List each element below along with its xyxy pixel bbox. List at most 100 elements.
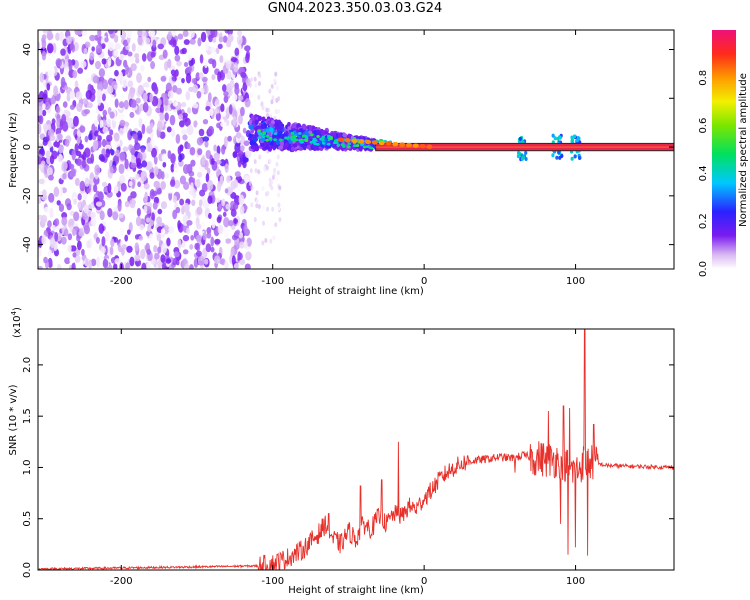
spectrogram-cell bbox=[340, 143, 345, 147]
spectrogram-cell bbox=[118, 212, 124, 219]
spectrogram-cell bbox=[236, 30, 243, 36]
spectrogram-cell bbox=[80, 60, 87, 68]
spectrogram-cell bbox=[182, 249, 189, 255]
spectrogram-cell bbox=[130, 99, 137, 108]
spectrogram-cell bbox=[131, 178, 136, 190]
spectrogram-cell bbox=[254, 119, 259, 125]
spectrogram-cell bbox=[47, 220, 52, 228]
spectrogram-cell bbox=[243, 156, 249, 163]
spectrogram-cell bbox=[76, 102, 83, 112]
spectrogram-cell bbox=[189, 38, 196, 45]
spectrogram-cell bbox=[152, 39, 157, 48]
spectrogram-cell bbox=[174, 45, 180, 56]
spectrogram-cell bbox=[230, 208, 237, 217]
spectrogram-cell bbox=[42, 109, 47, 117]
colorbar-gradient bbox=[712, 30, 736, 269]
spectrogram-cell bbox=[273, 132, 278, 136]
spectrogram-cell bbox=[219, 175, 224, 186]
snr-y-tick-label: 2.0 bbox=[22, 357, 33, 373]
spectrogram-cell bbox=[257, 136, 261, 140]
spectrogram-cell bbox=[86, 102, 93, 109]
spectrogram-cell bbox=[109, 111, 115, 119]
spectrogram-cell bbox=[221, 111, 227, 117]
spectrogram-cell bbox=[243, 140, 250, 147]
spectrogram-cell bbox=[131, 42, 136, 52]
spectrogram-cell bbox=[161, 242, 168, 254]
spectral-band-blob bbox=[378, 140, 385, 146]
spectrogram-cell bbox=[206, 227, 212, 235]
colorbar-tick-label: 0.8 bbox=[698, 70, 709, 86]
spectrogram-cell bbox=[226, 186, 232, 196]
spectrogram-cell bbox=[69, 104, 75, 110]
spectrogram-cell bbox=[56, 263, 62, 269]
spectrogram-cell bbox=[186, 66, 193, 72]
spectrogram-cell bbox=[90, 258, 97, 267]
spectrogram-cell bbox=[245, 53, 250, 64]
snr-multiplier: (x104) bbox=[10, 307, 23, 338]
spectrogram-cell bbox=[333, 141, 337, 145]
spectrogram-cell bbox=[172, 195, 177, 203]
spectrogram-cell bbox=[167, 150, 172, 159]
spectrogram-cell bbox=[170, 69, 176, 76]
spectrogram-cell bbox=[119, 227, 124, 237]
spectrogram-cell bbox=[153, 166, 159, 176]
spectrogram-cell bbox=[113, 132, 120, 142]
spectrogram-cell bbox=[88, 203, 94, 209]
spectrogram-cell bbox=[257, 204, 261, 210]
spectrogram-cell bbox=[162, 161, 167, 168]
spectrogram-cell bbox=[202, 136, 210, 142]
spectrogram-cell bbox=[362, 145, 367, 149]
spectrogram-cell bbox=[103, 73, 110, 80]
spectrogram-cell bbox=[174, 54, 181, 62]
spectrogram-cell bbox=[214, 238, 221, 245]
spectrogram-cell bbox=[101, 181, 108, 188]
spectrogram-cell bbox=[265, 107, 269, 113]
spectrogram-cell bbox=[150, 30, 156, 38]
spectrogram-cell bbox=[145, 37, 151, 45]
spectrogram-cell bbox=[154, 252, 160, 260]
spectrogram-cell bbox=[92, 75, 100, 84]
spectrogram-cell bbox=[253, 76, 257, 82]
spectrogram-cell bbox=[269, 238, 273, 244]
spectrogram-cell bbox=[208, 212, 212, 219]
spectrogram-cell bbox=[226, 40, 232, 48]
spectrogram-cell bbox=[106, 134, 113, 142]
spectrogram-cell bbox=[330, 132, 335, 137]
spectrogram-cell bbox=[244, 263, 251, 269]
spectrogram-cell bbox=[243, 224, 248, 234]
spectrogram-cell bbox=[122, 126, 129, 134]
spectrogram-cell bbox=[130, 63, 137, 72]
spectrogram-cell bbox=[136, 130, 143, 141]
spectrogram-cell bbox=[59, 31, 64, 42]
spectrogram-cell bbox=[141, 53, 147, 62]
spectrogram-cell bbox=[60, 48, 66, 56]
spectrogram-cell bbox=[135, 173, 140, 180]
spectrogram-cell bbox=[102, 126, 109, 134]
spectrogram-cell bbox=[203, 59, 208, 69]
snr-x-tick-label: 0 bbox=[421, 576, 427, 587]
spectral-band-blob bbox=[337, 137, 344, 142]
spectrogram-cell bbox=[314, 142, 318, 146]
spectrogram-cell bbox=[41, 50, 47, 61]
spectrogram-cell bbox=[99, 119, 104, 129]
spectrogram-cell bbox=[218, 203, 222, 210]
spectral-band-blob bbox=[371, 140, 378, 145]
spectrogram-cell bbox=[88, 259, 92, 269]
spectrogram-cell bbox=[235, 132, 242, 139]
spectrogram-cell bbox=[268, 122, 274, 127]
spectrogram-cell bbox=[573, 154, 577, 159]
spectrogram-cell bbox=[84, 147, 91, 158]
spectrogram-cell bbox=[183, 62, 189, 68]
spectrogram-cell bbox=[76, 136, 81, 144]
spectrogram-cell bbox=[145, 217, 151, 223]
spectrogram-cell bbox=[206, 179, 214, 191]
spectrogram-cell bbox=[224, 163, 229, 173]
spectrogram-cell bbox=[342, 133, 348, 138]
spectrogram-x-tick-label: 100 bbox=[566, 276, 585, 287]
spectrogram-cell bbox=[261, 240, 265, 246]
spectrogram-cell bbox=[72, 70, 78, 79]
spectrogram-cell bbox=[125, 262, 130, 269]
spectrogram-cell bbox=[102, 109, 108, 117]
spectrogram-cell bbox=[202, 247, 208, 259]
spectrogram-cell bbox=[237, 149, 244, 158]
